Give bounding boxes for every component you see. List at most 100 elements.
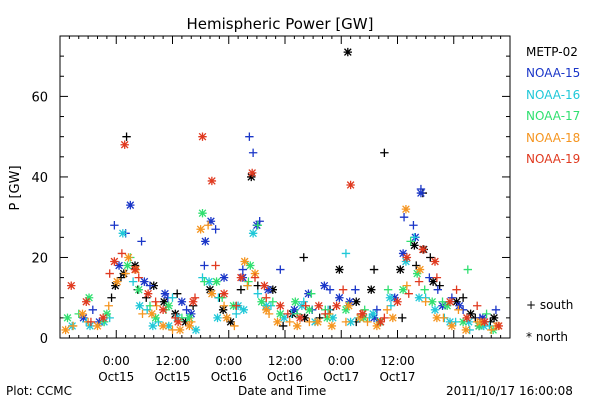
point-south-noaa-15 xyxy=(433,285,443,294)
point-south-noaa-18 xyxy=(230,321,239,331)
point-north-noaa-16 xyxy=(445,317,455,327)
point-south-noaa-19 xyxy=(472,301,482,310)
point-north-noaa-18 xyxy=(313,317,323,327)
point-south-noaa-19 xyxy=(232,301,241,310)
point-south-noaa-18 xyxy=(363,317,372,327)
point-south-noaa-18 xyxy=(138,309,147,319)
point-south-noaa-16 xyxy=(386,301,396,310)
point-north-noaa-15 xyxy=(290,305,299,315)
point-south-noaa-15 xyxy=(88,305,98,315)
point-north-noaa-18 xyxy=(240,257,249,266)
point-north-metp-02 xyxy=(159,297,169,306)
point-south-noaa-15 xyxy=(182,305,191,315)
point-north-noaa-19 xyxy=(358,309,368,319)
point-south-noaa-19 xyxy=(134,273,143,282)
legend-north: * north xyxy=(526,330,568,344)
point-north-noaa-18 xyxy=(158,321,168,331)
x-tick-time-label: 0:00 xyxy=(328,354,355,368)
point-south-noaa-18 xyxy=(68,321,78,331)
point-south-noaa-17 xyxy=(244,277,253,286)
legend-north-label: north xyxy=(535,330,569,344)
point-north-noaa-15 xyxy=(398,249,408,258)
point-north-noaa-15 xyxy=(114,261,124,270)
x-tick-time-label: 12:00 xyxy=(268,354,303,368)
point-north-noaa-18 xyxy=(292,321,302,331)
point-north-noaa-18 xyxy=(207,289,217,298)
x-tick-time-label: 12:00 xyxy=(380,354,415,368)
point-north-noaa-17 xyxy=(84,293,94,302)
point-north-noaa-19 xyxy=(198,132,207,141)
point-south-metp-02 xyxy=(412,261,421,270)
point-north-noaa-15 xyxy=(206,217,216,226)
point-north-noaa-18 xyxy=(372,321,382,331)
point-north-metp-02 xyxy=(268,285,278,294)
point-north-noaa-17 xyxy=(246,261,255,270)
point-north-noaa-17 xyxy=(474,321,484,331)
point-south-noaa-18 xyxy=(121,269,130,278)
x-tick-date-label: Oct16 xyxy=(267,370,303,384)
point-south-noaa-19 xyxy=(250,273,260,282)
point-north-noaa-18 xyxy=(93,321,102,331)
point-north-noaa-17 xyxy=(276,309,285,319)
point-north-noaa-18 xyxy=(344,301,353,310)
point-north-metp-02 xyxy=(428,277,438,286)
point-north-noaa-16 xyxy=(204,277,214,286)
point-south-noaa-16 xyxy=(341,249,351,258)
point-south-noaa-19 xyxy=(321,309,330,319)
point-north-noaa-16 xyxy=(430,305,440,315)
point-south-noaa-19 xyxy=(283,309,293,319)
legend-item-noaa-16: NOAA-16 xyxy=(526,88,581,102)
point-north-noaa-16 xyxy=(85,321,95,331)
point-north-metp-02 xyxy=(466,309,475,319)
point-north-noaa-17 xyxy=(123,261,132,270)
x-axis-label: Date and Time xyxy=(238,384,327,398)
point-south-noaa-18 xyxy=(285,317,294,327)
point-south-metp-02 xyxy=(458,293,468,302)
point-north-noaa-19 xyxy=(158,305,168,315)
point-north-noaa-16 xyxy=(191,325,201,335)
legend-item-noaa-18: NOAA-18 xyxy=(526,131,581,145)
point-north-noaa-16 xyxy=(346,317,355,327)
point-north-noaa-15 xyxy=(320,281,329,290)
point-north-noaa-16 xyxy=(401,257,411,266)
point-north-noaa-19 xyxy=(247,168,257,178)
point-north-noaa-15 xyxy=(95,317,104,327)
point-north-noaa-18 xyxy=(61,325,70,335)
point-north-noaa-19 xyxy=(98,313,108,323)
point-north-noaa-17 xyxy=(341,305,351,315)
point-north-metp-02 xyxy=(205,285,215,294)
x-tick-time-label: 12:00 xyxy=(155,354,190,368)
point-south-noaa-15 xyxy=(200,261,209,270)
point-north-noaa-15 xyxy=(478,313,488,323)
point-north-metp-02 xyxy=(396,265,405,274)
point-south-metp-02 xyxy=(435,281,444,290)
point-south-noaa-16 xyxy=(410,233,419,242)
point-south-noaa-15 xyxy=(137,237,146,246)
point-north-noaa-17 xyxy=(257,297,266,306)
point-north-metp-02 xyxy=(489,313,499,323)
point-north-noaa-15 xyxy=(177,297,187,306)
point-north-noaa-16 xyxy=(239,305,248,315)
point-south-noaa-18 xyxy=(152,301,161,310)
point-north-noaa-19 xyxy=(207,176,217,186)
point-north-noaa-18 xyxy=(78,309,87,319)
point-north-noaa-18 xyxy=(432,313,442,323)
point-south-noaa-15 xyxy=(399,213,409,222)
point-south-noaa-18 xyxy=(454,305,463,315)
point-south-metp-02 xyxy=(236,285,246,294)
point-north-noaa-19 xyxy=(236,273,246,282)
point-north-noaa-17 xyxy=(212,277,221,286)
point-north-noaa-19 xyxy=(376,317,385,327)
point-north-noaa-15 xyxy=(369,313,379,323)
point-north-metp-02 xyxy=(452,297,461,306)
plot-frame xyxy=(59,35,511,339)
point-south-noaa-17 xyxy=(420,285,429,294)
series-noaa-19 xyxy=(67,132,503,331)
point-north-noaa-15 xyxy=(187,309,196,319)
point-north-noaa-17 xyxy=(442,301,452,310)
point-south-noaa-16 xyxy=(253,289,263,298)
point-south-noaa-15 xyxy=(372,305,382,315)
point-south-noaa-19 xyxy=(151,297,160,306)
point-south-noaa-18 xyxy=(168,325,177,335)
series-metp-02 xyxy=(107,47,499,331)
